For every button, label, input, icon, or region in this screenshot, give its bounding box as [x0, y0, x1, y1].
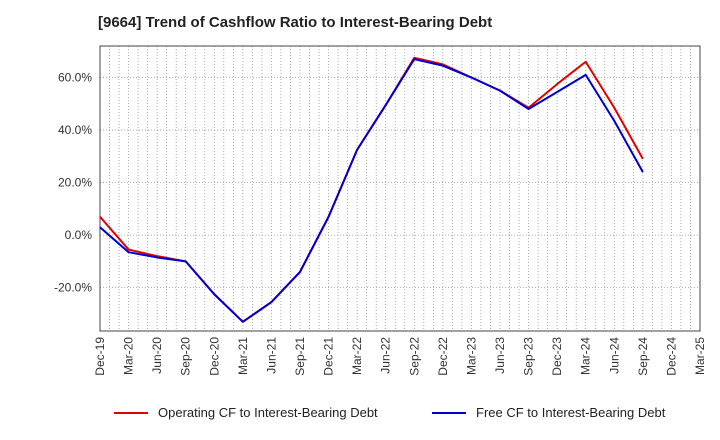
x-tick-label: Mar-20	[122, 337, 136, 375]
x-tick-label: Jun-24	[607, 337, 621, 374]
legend-item-operating: Operating CF to Interest-Bearing Debt	[114, 405, 378, 420]
x-tick-label: Sep-24	[636, 337, 650, 376]
x-tick-label: Mar-25	[693, 337, 707, 375]
x-tick-label: Sep-20	[179, 337, 193, 376]
x-tick-label: Dec-23	[550, 337, 564, 376]
x-tick-label: Dec-19	[93, 337, 107, 376]
x-tick-label: Jun-23	[493, 337, 507, 374]
legend-item-free: Free CF to Interest-Bearing Debt	[432, 405, 665, 420]
legend-label-free: Free CF to Interest-Bearing Debt	[476, 405, 666, 420]
legend-label-operating: Operating CF to Interest-Bearing Debt	[158, 405, 378, 420]
y-tick-label: 40.0%	[58, 123, 92, 137]
x-tick-label: Dec-21	[322, 337, 336, 376]
plot-area	[100, 46, 700, 331]
x-tick-label: Mar-22	[350, 337, 364, 375]
y-tick-label: 60.0%	[58, 71, 92, 85]
x-tick-label: Dec-24	[664, 337, 678, 376]
chart-title: [9664] Trend of Cashflow Ratio to Intere…	[98, 14, 493, 31]
x-tick-label: Jun-22	[379, 337, 393, 374]
x-tick-label: Mar-24	[579, 337, 593, 375]
x-tick-label: Mar-23	[464, 337, 478, 375]
x-tick-label: Jun-20	[150, 337, 164, 374]
x-tick-label: Mar-21	[236, 337, 250, 375]
y-tick-label: 20.0%	[58, 176, 92, 190]
y-tick-label: 0.0%	[65, 228, 93, 242]
x-tick-label: Sep-23	[522, 337, 536, 376]
legend-swatch-operating	[114, 411, 148, 414]
x-tick-label: Dec-22	[436, 337, 450, 376]
y-tick-label: -20.0%	[54, 281, 92, 295]
plot-border	[99, 45, 701, 332]
legend: Operating CF to Interest-Bearing Debt Fr…	[0, 405, 720, 425]
x-tick-label: Sep-21	[293, 337, 307, 376]
x-tick-label: Jun-21	[264, 337, 278, 374]
series-line-free	[99, 58, 644, 323]
legend-swatch-free	[432, 411, 466, 414]
x-tick-label: Dec-20	[207, 337, 221, 376]
x-tick-label: Sep-22	[407, 337, 421, 376]
